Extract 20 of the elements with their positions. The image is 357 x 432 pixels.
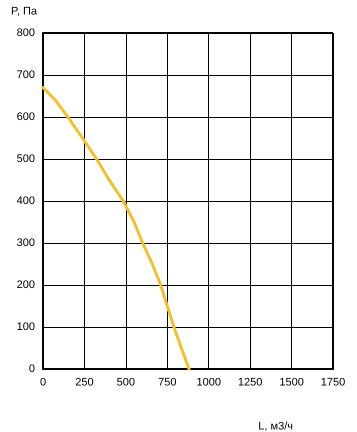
x-tick-label: 500 <box>116 376 136 388</box>
x-tick-label: 250 <box>75 376 94 388</box>
x-axis-title: L, м3/ч <box>258 420 293 432</box>
y-tick-label: 800 <box>16 27 35 39</box>
x-tick-label: 1500 <box>279 376 304 388</box>
x-tick-label: 750 <box>158 376 176 388</box>
y-tick-label: 500 <box>16 153 35 165</box>
y-tick-label: 100 <box>16 321 35 333</box>
y-tick-label: 300 <box>16 237 35 249</box>
y-tick-label: 0 <box>28 363 35 375</box>
x-tick-label: 1250 <box>238 376 262 388</box>
x-tick-label: 1000 <box>196 376 221 388</box>
y-tick-label: 400 <box>16 195 35 207</box>
x-tick-label: 0 <box>40 376 46 388</box>
y-tick-label: 600 <box>16 111 35 123</box>
y-tick-label: 200 <box>16 279 35 291</box>
x-tick-label: 1750 <box>320 376 346 388</box>
line-series <box>42 86 190 370</box>
y-axis-title: P, Па <box>10 6 38 18</box>
y-tick-label: 700 <box>16 69 35 81</box>
